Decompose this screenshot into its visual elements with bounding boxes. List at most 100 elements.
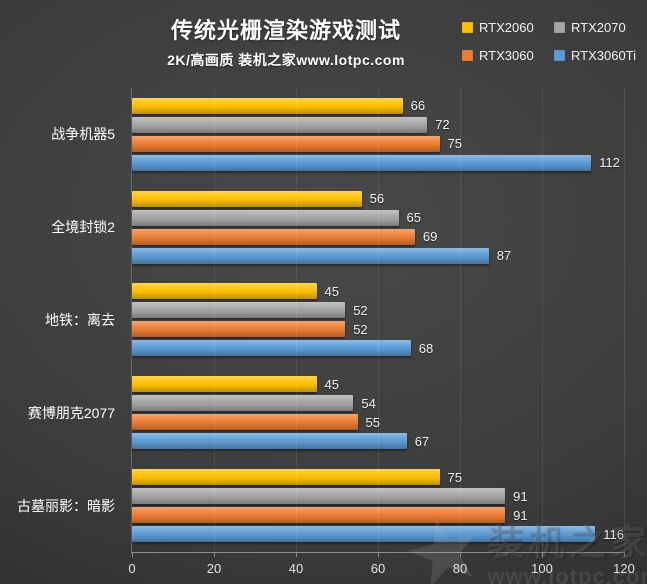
value-label: 52 <box>353 321 368 337</box>
bar-rtx3060 <box>132 414 358 431</box>
bar-row: 87 <box>132 247 624 264</box>
bar-rtx3060 <box>132 228 415 245</box>
legend-item-rtx2070: RTX2070 <box>554 20 636 35</box>
plot-area: 66 72 75 112 56 65 69 87 45 52 52 68 45 54 55 67 75 91 91 1… <box>128 88 635 576</box>
bar-group: 75 91 91 116 <box>132 459 624 552</box>
bar-row: 67 <box>132 433 624 450</box>
value-label: 69 <box>422 229 438 245</box>
bar-row: 45 <box>132 376 624 393</box>
legend-label: RTX2070 <box>571 20 626 35</box>
bar-row: 112 <box>132 154 624 171</box>
category-label: 古墓丽影：暗影 <box>17 497 115 514</box>
bar-group: 66 72 75 112 <box>132 88 624 181</box>
bar-rtx2070 <box>132 302 346 319</box>
bar-row: 116 <box>132 526 624 543</box>
bar-row: 72 <box>132 116 624 133</box>
chart-legend: RTX2060 RTX2070 RTX3060 RTX3060Ti <box>462 20 636 63</box>
legend-swatch-icon <box>554 22 565 33</box>
value-label: 55 <box>365 414 380 430</box>
value-label: 56 <box>369 191 385 207</box>
x-tick-label: 120 <box>613 561 635 576</box>
legend-label: RTX3060Ti <box>571 48 637 63</box>
bar-rtx2060 <box>132 97 403 114</box>
value-label: 45 <box>324 283 339 299</box>
axis-tick <box>460 552 461 557</box>
gridline <box>624 88 625 552</box>
axis-tick <box>542 552 543 557</box>
category-label: 地铁：离去 <box>45 311 115 328</box>
value-label: 67 <box>414 433 430 449</box>
axis-tick <box>214 552 215 557</box>
x-tick-label: 100 <box>531 561 553 576</box>
value-label: 66 <box>410 98 426 114</box>
bar-rtx3060ti <box>132 340 411 357</box>
bar-rtx3060 <box>132 321 346 338</box>
legend-label: RTX2060 <box>479 20 534 35</box>
bar-row: 91 <box>132 507 624 524</box>
axis-tick <box>378 552 379 557</box>
value-label: 72 <box>435 117 450 133</box>
category-axis: 战争机器5 全境封锁2 地铁：离去 赛博朋克2077 古墓丽影：暗影 <box>0 88 123 552</box>
bar-rtx2060 <box>132 190 362 207</box>
gridline <box>214 88 215 552</box>
bar-row: 56 <box>132 190 624 207</box>
gridline <box>378 88 379 552</box>
legend-swatch-icon <box>554 50 565 61</box>
legend-swatch-icon <box>462 50 473 61</box>
gridline <box>460 88 461 552</box>
bar-row: 65 <box>132 209 624 226</box>
bar-rtx3060 <box>132 507 506 524</box>
bar-row: 75 <box>132 469 624 486</box>
x-tick-label: 60 <box>370 561 386 576</box>
value-label: 75 <box>447 469 462 485</box>
axis-tick <box>624 552 625 557</box>
bar-rtx3060ti <box>132 154 592 171</box>
bar-row: 68 <box>132 340 624 357</box>
category-label: 全境封锁2 <box>51 219 115 236</box>
legend-item-rtx2060: RTX2060 <box>462 20 554 35</box>
value-label: 54 <box>361 395 376 411</box>
axis-tick <box>132 552 133 557</box>
bar-rtx3060 <box>132 135 440 152</box>
bar-row: 69 <box>132 228 624 245</box>
chart-header: 传统光栅渲染游戏测试 2K/高画质 装机之家www.lotpc.com <box>0 13 572 70</box>
gridline <box>296 88 297 552</box>
chart-subtitle: 2K/高画质 装机之家www.lotpc.com <box>167 52 405 68</box>
bar-rtx2060 <box>132 376 317 393</box>
value-label: 116 <box>603 526 624 542</box>
bar-rtx2070 <box>132 209 399 226</box>
chart-title: 传统光栅渲染游戏测试 <box>170 18 401 43</box>
bar-group: 56 65 69 87 <box>132 181 624 274</box>
bar-row: 52 <box>132 321 624 338</box>
legend-item-rtx3060ti: RTX3060Ti <box>554 48 636 63</box>
value-label: 87 <box>496 248 512 264</box>
bar-rtx3060ti <box>132 433 407 450</box>
value-label: 45 <box>324 376 339 392</box>
legend-label: RTX3060 <box>479 48 534 63</box>
bar-row: 54 <box>132 395 624 412</box>
value-label: 91 <box>513 488 528 504</box>
bar-rtx2070 <box>132 395 354 412</box>
legend-swatch-icon <box>462 22 473 33</box>
bar-rtx3060ti <box>132 526 596 543</box>
bar-row: 91 <box>132 488 624 505</box>
bar-group: 45 52 52 68 <box>132 274 624 367</box>
bar-groups: 66 72 75 112 56 65 69 87 45 52 52 68 45 54 55 67 75 91 91 1… <box>132 88 624 552</box>
bar-row: 52 <box>132 302 624 319</box>
bar-rtx2060 <box>132 283 317 300</box>
x-tick-label: 20 <box>206 561 222 576</box>
value-label: 65 <box>406 210 421 226</box>
bar-row: 66 <box>132 97 624 114</box>
bar-row: 55 <box>132 414 624 431</box>
value-label: 52 <box>353 302 368 318</box>
x-tick-label: 40 <box>288 561 304 576</box>
gridline <box>542 88 543 552</box>
value-label: 91 <box>513 507 528 523</box>
value-label: 75 <box>447 136 462 152</box>
bar-row: 45 <box>132 283 624 300</box>
axis-tick <box>296 552 297 557</box>
value-label: 68 <box>418 340 434 356</box>
legend-item-rtx3060: RTX3060 <box>462 48 554 63</box>
bar-rtx2070 <box>132 116 428 133</box>
